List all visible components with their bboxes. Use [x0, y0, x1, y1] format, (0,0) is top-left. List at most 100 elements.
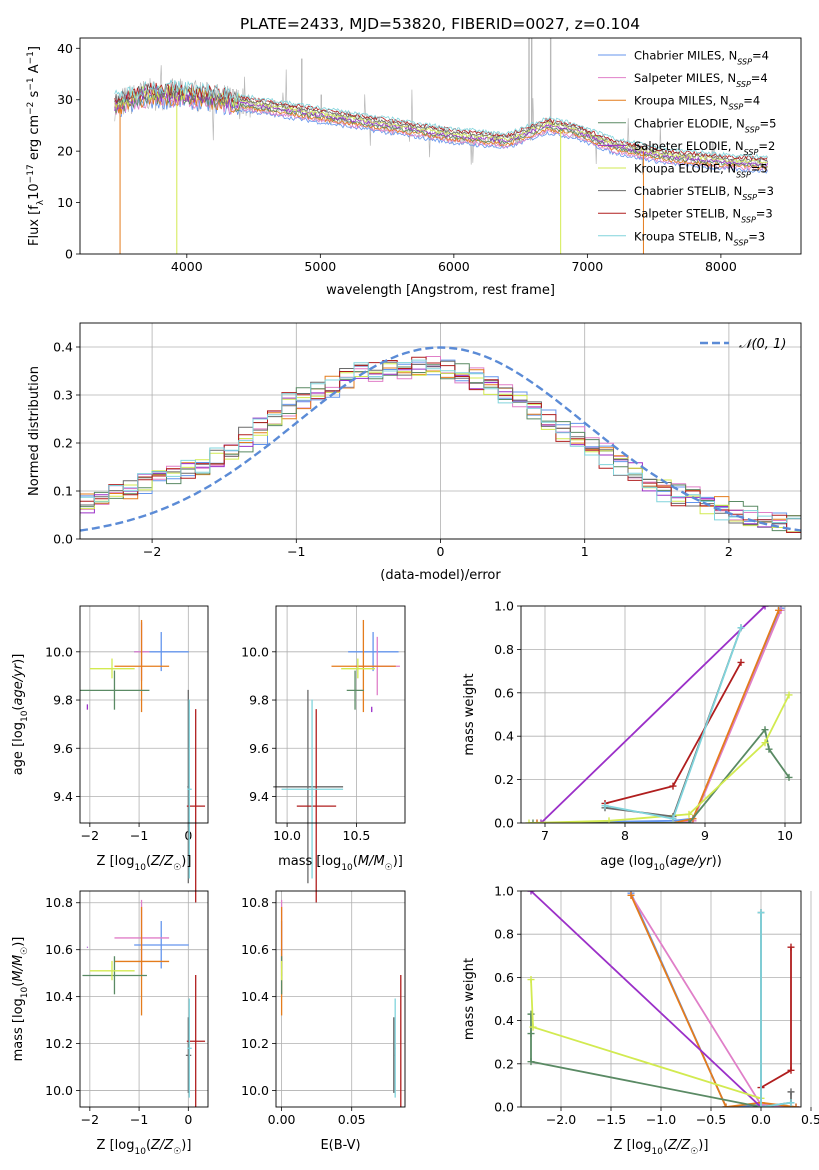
y-tick-label: 0.4: [494, 1013, 514, 1028]
weight-line: [530, 891, 762, 1107]
x-axis-label: Z [log10(Z/Z☉)]: [614, 1138, 709, 1157]
weight-marker: [787, 1088, 795, 1096]
error-bar-point: [273, 689, 344, 884]
x-tick-label: 10.5: [343, 828, 371, 843]
error-bar-point: [371, 706, 373, 713]
x-tick-label: 0.0: [751, 1112, 771, 1127]
x-tick-label: 0.5: [801, 1112, 819, 1127]
weight-marker: [761, 739, 769, 747]
weight-line: [604, 627, 742, 820]
y-tick-label: 9.4: [53, 789, 73, 804]
y-tick-label: 10.4: [241, 989, 269, 1004]
y-tick-label: 0.2: [53, 436, 73, 451]
weight-line: [630, 894, 797, 1107]
error-bar-point: [331, 619, 396, 713]
x-tick-label: −1: [130, 1112, 148, 1127]
weight-marker: [792, 1103, 800, 1107]
y-tick-label: 0.6: [494, 685, 514, 700]
error-bar-point: [280, 960, 283, 981]
x-axis-label: (data-model)/error: [380, 568, 501, 583]
weight-marker: [537, 819, 545, 823]
y-tick-label: 10.0: [241, 1083, 269, 1098]
legend-label: Salpeter STELIB, NSSP=3: [634, 207, 773, 225]
y-tick-label: 0.0: [53, 532, 73, 547]
y-tick-label: 10.8: [241, 895, 269, 910]
weight-line: [760, 912, 792, 1107]
x-tick-label: 0: [184, 1112, 192, 1127]
error-bar-point: [86, 704, 89, 710]
y-tick-label: 9.6: [53, 741, 73, 756]
x-tick-label: 8: [621, 828, 629, 843]
error-bar-point: [86, 946, 89, 948]
error-bar-point: [296, 709, 337, 903]
y-tick-label: 1.0: [494, 599, 514, 614]
y-tick-label: 0: [65, 247, 73, 262]
axes-frame: [275, 890, 406, 1108]
figure-title: PLATE=2433, MJD=53820, FIBERID=0027, z=0…: [240, 15, 640, 33]
x-tick-label: −2: [81, 1112, 99, 1127]
axes-frame: [79, 890, 209, 1108]
y-axis-label: mass weight: [462, 673, 477, 755]
x-axis-label: mass [log10(M/M☉)]: [278, 854, 403, 873]
weight-marker: [787, 1066, 795, 1074]
x-tick-label: 8000: [705, 259, 737, 274]
age-vs-mass-panel: 10.0 10.5 9.4 9.6 9.8 10.0 mass [log10(M/M☉)]: [241, 605, 406, 903]
y-tick-label: 10.0: [241, 644, 269, 659]
x-tick-label: 6000: [438, 259, 470, 274]
error-bar-point: [89, 658, 135, 679]
weight-line: [533, 727, 790, 823]
y-tick-label: 40: [57, 41, 73, 56]
error-bar-point: [114, 619, 170, 713]
y-axis-label: mass weight: [462, 958, 477, 1040]
weight-marker: [605, 817, 613, 823]
x-tick-label: −2: [143, 544, 161, 559]
model-spectrum: [114, 81, 768, 161]
error-bar-point: [394, 998, 396, 1098]
weight-marker: [757, 1103, 765, 1107]
y-tick-label: 0.3: [53, 388, 73, 403]
y-tick-label: 30: [57, 92, 73, 107]
x-tick-label: 1: [581, 544, 589, 559]
axes-frame: [79, 322, 802, 540]
weight-marker: [737, 624, 745, 632]
x-tick-label: −0.5: [696, 1112, 726, 1127]
y-tick-label: 10.6: [45, 942, 73, 957]
spectrum-panel: 4000 5000 6000 7000 8000 0 10 20 30 40 wavelength …: [26, 37, 802, 298]
weight-marker: [669, 815, 677, 823]
weight-marker: [775, 606, 783, 614]
weight-line: [760, 947, 792, 1089]
y-tick-label: 10.0: [45, 644, 73, 659]
x-tick-label: −1: [287, 544, 305, 559]
y-tick-label: 0.4: [53, 340, 73, 355]
x-tick-label: 9: [701, 828, 709, 843]
weight-marker: [529, 819, 537, 823]
weight-marker: [627, 891, 635, 899]
y-tick-label: 10.4: [45, 989, 73, 1004]
y-tick-label: 10.2: [45, 1036, 73, 1051]
x-axis-label: Z [log10(Z/Z☉)]: [97, 1138, 192, 1157]
y-tick-label: 0.4: [494, 729, 514, 744]
weight-line: [760, 912, 792, 1107]
legend-label: 𝒩(0, 1): [739, 337, 786, 352]
error-bar-point: [348, 632, 399, 672]
axes-frame: [275, 605, 406, 824]
y-tick-label: 9.4: [249, 789, 269, 804]
histogram-lines: [80, 346, 801, 533]
legend-label: Kroupa MILES, NSSP=4: [634, 94, 760, 112]
y-tick-label: 20: [57, 144, 73, 159]
x-tick-label: 0: [437, 544, 445, 559]
x-axis-label: E(B-V): [320, 1138, 360, 1153]
error-bar-point: [187, 998, 192, 1098]
normal-curve: [80, 346, 801, 532]
error-bar-point: [341, 658, 375, 679]
y-tick-label: 9.8: [249, 693, 269, 708]
y-tick-label: 10: [57, 195, 73, 210]
age-vs-metallicity-panel: −2−109.49.69.810.0Z [log10(Z/Z☉)]age [lo…: [11, 605, 209, 903]
y-tick-label: 0.8: [494, 642, 514, 657]
legend-label: Chabrier ELODIE, NSSP=5: [634, 116, 776, 134]
weight-marker: [761, 606, 769, 610]
x-tick-label: 5000: [304, 259, 336, 274]
y-tick-label: 0.6: [494, 970, 514, 985]
y-tick-label: 9.8: [53, 693, 73, 708]
